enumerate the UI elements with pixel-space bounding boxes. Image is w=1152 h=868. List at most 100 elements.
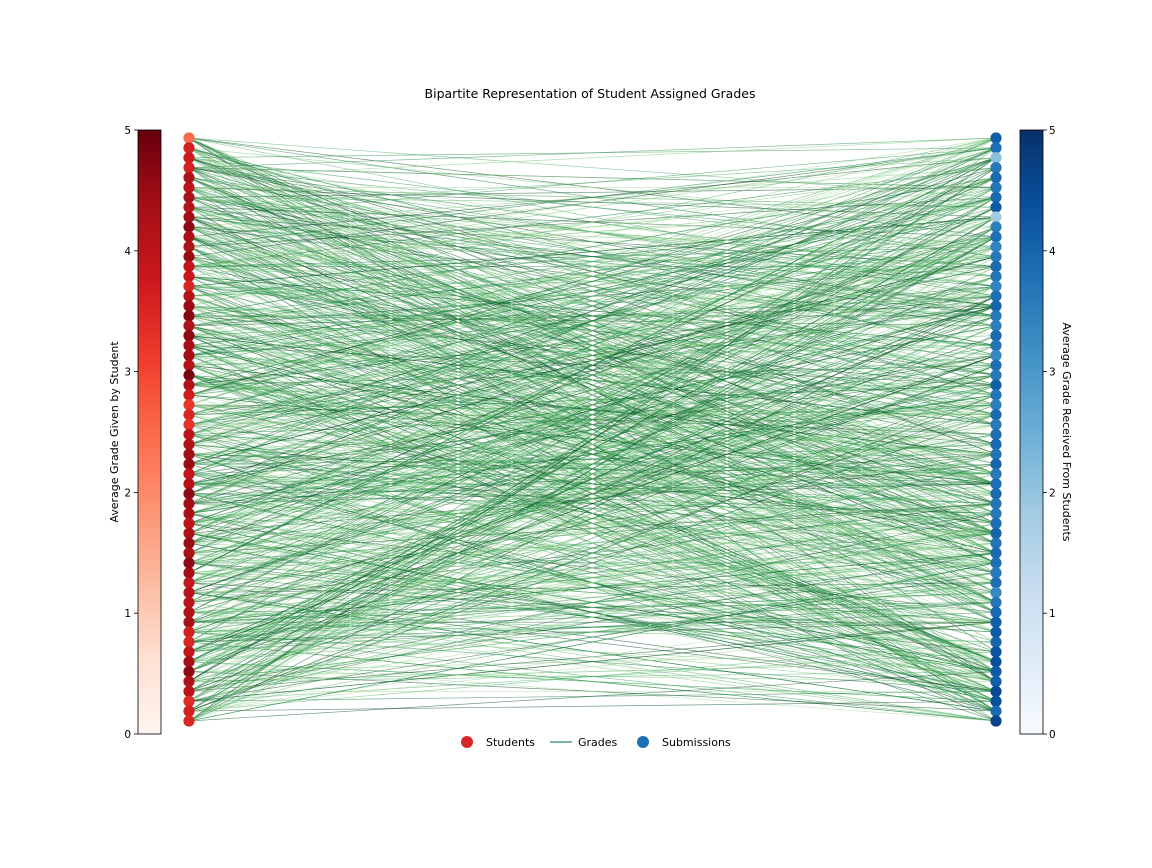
submission-node xyxy=(990,290,1002,302)
right-colorbar: 0 1 2 3 4 5 Average Grade Received From Stude… xyxy=(1019,125,1073,741)
student-node xyxy=(183,488,195,500)
student-node xyxy=(183,695,195,707)
grade-edge xyxy=(188,503,997,702)
submission-node xyxy=(990,310,1002,322)
submission-node xyxy=(990,330,1002,342)
student-node xyxy=(183,241,195,253)
grade-edge xyxy=(188,621,997,712)
submission-node xyxy=(990,162,1002,174)
student-node xyxy=(183,330,195,342)
student-node xyxy=(183,547,195,559)
grade-edge xyxy=(188,137,997,307)
submission-node xyxy=(990,685,1002,697)
grade-edge xyxy=(188,384,997,722)
submission-node xyxy=(990,527,1002,539)
student-node xyxy=(183,438,195,450)
student-node xyxy=(183,626,195,638)
submission-node xyxy=(990,586,1002,599)
student-node xyxy=(183,586,195,599)
submission-node xyxy=(990,418,1002,431)
legend-submissions-marker xyxy=(637,736,649,748)
grade-edge xyxy=(188,206,997,613)
grade-edge xyxy=(188,443,997,722)
submission-node xyxy=(990,478,1002,490)
grade-edge xyxy=(188,523,997,712)
submission-node xyxy=(990,320,1002,332)
submission-node xyxy=(990,300,1002,312)
grade-edge xyxy=(188,137,997,267)
student-node xyxy=(183,231,195,243)
legend-submissions-label: Submissions xyxy=(662,736,731,749)
student-node xyxy=(183,606,195,618)
student-node xyxy=(183,498,195,510)
submission-node xyxy=(990,241,1002,253)
grade-edge xyxy=(188,137,997,504)
submission-node xyxy=(990,626,1002,638)
student-node xyxy=(183,656,195,668)
submission-node xyxy=(990,715,1002,727)
student-node xyxy=(183,221,195,233)
student-node xyxy=(183,152,195,164)
grade-edge xyxy=(188,157,997,504)
submission-node xyxy=(990,458,1002,470)
grade-edge xyxy=(188,157,997,682)
submission-node xyxy=(990,577,1002,589)
student-node xyxy=(183,201,195,213)
grade-edge xyxy=(188,147,997,722)
submission-node xyxy=(990,339,1002,352)
submission-node xyxy=(990,409,1002,421)
student-node xyxy=(183,458,195,470)
student-node xyxy=(183,142,195,154)
grade-edge xyxy=(188,295,997,722)
student-node xyxy=(183,181,195,194)
submission-node xyxy=(990,389,1002,401)
grade-edge xyxy=(188,216,997,722)
submission-node xyxy=(990,359,1002,371)
grade-edge xyxy=(188,523,997,702)
legend-students-marker xyxy=(461,736,473,748)
grade-edge xyxy=(188,147,997,267)
grade-edge xyxy=(188,424,997,712)
submission-node xyxy=(990,636,1002,648)
submission-node xyxy=(990,399,1002,411)
submission-node xyxy=(990,705,1002,717)
submission-node xyxy=(990,606,1002,618)
grade-edge xyxy=(188,671,997,722)
submission-node xyxy=(990,507,1002,520)
grade-edge xyxy=(188,137,997,168)
legend-grades-label: Grades xyxy=(578,736,618,749)
submission-node xyxy=(990,152,1002,164)
grade-edge xyxy=(188,562,997,712)
left-colorbar: 0 1 2 3 4 5 Average Grade Given by Student xyxy=(108,125,162,741)
grade-edge xyxy=(188,137,997,445)
student-node xyxy=(183,428,195,441)
submission-node xyxy=(990,250,1002,263)
student-node xyxy=(183,478,195,490)
submission-node xyxy=(990,468,1002,480)
left-colorbar-tick-label: 0 xyxy=(124,729,131,741)
submission-node xyxy=(990,675,1002,688)
grade-edge xyxy=(188,177,997,317)
grade-edge xyxy=(188,137,997,406)
submission-node xyxy=(990,349,1002,361)
grade-edge xyxy=(188,167,997,188)
student-node xyxy=(183,636,195,648)
submission-node xyxy=(990,270,1002,282)
student-node xyxy=(183,418,195,431)
grade-edge xyxy=(188,700,997,712)
submission-node xyxy=(990,369,1002,381)
grade-edge xyxy=(188,226,997,722)
submission-node xyxy=(990,379,1002,391)
left-colorbar-label: Average Grade Given by Student xyxy=(108,341,121,523)
student-node xyxy=(183,339,195,352)
grade-edge xyxy=(188,147,997,633)
submission-nodes xyxy=(990,132,1002,727)
right-colorbar-tick-label: 2 xyxy=(1049,487,1056,499)
grade-edge xyxy=(188,147,997,544)
student-node xyxy=(183,537,195,549)
submission-node xyxy=(990,557,1002,569)
submission-node xyxy=(990,142,1002,154)
grade-edge xyxy=(188,364,997,722)
student-node xyxy=(183,171,195,184)
